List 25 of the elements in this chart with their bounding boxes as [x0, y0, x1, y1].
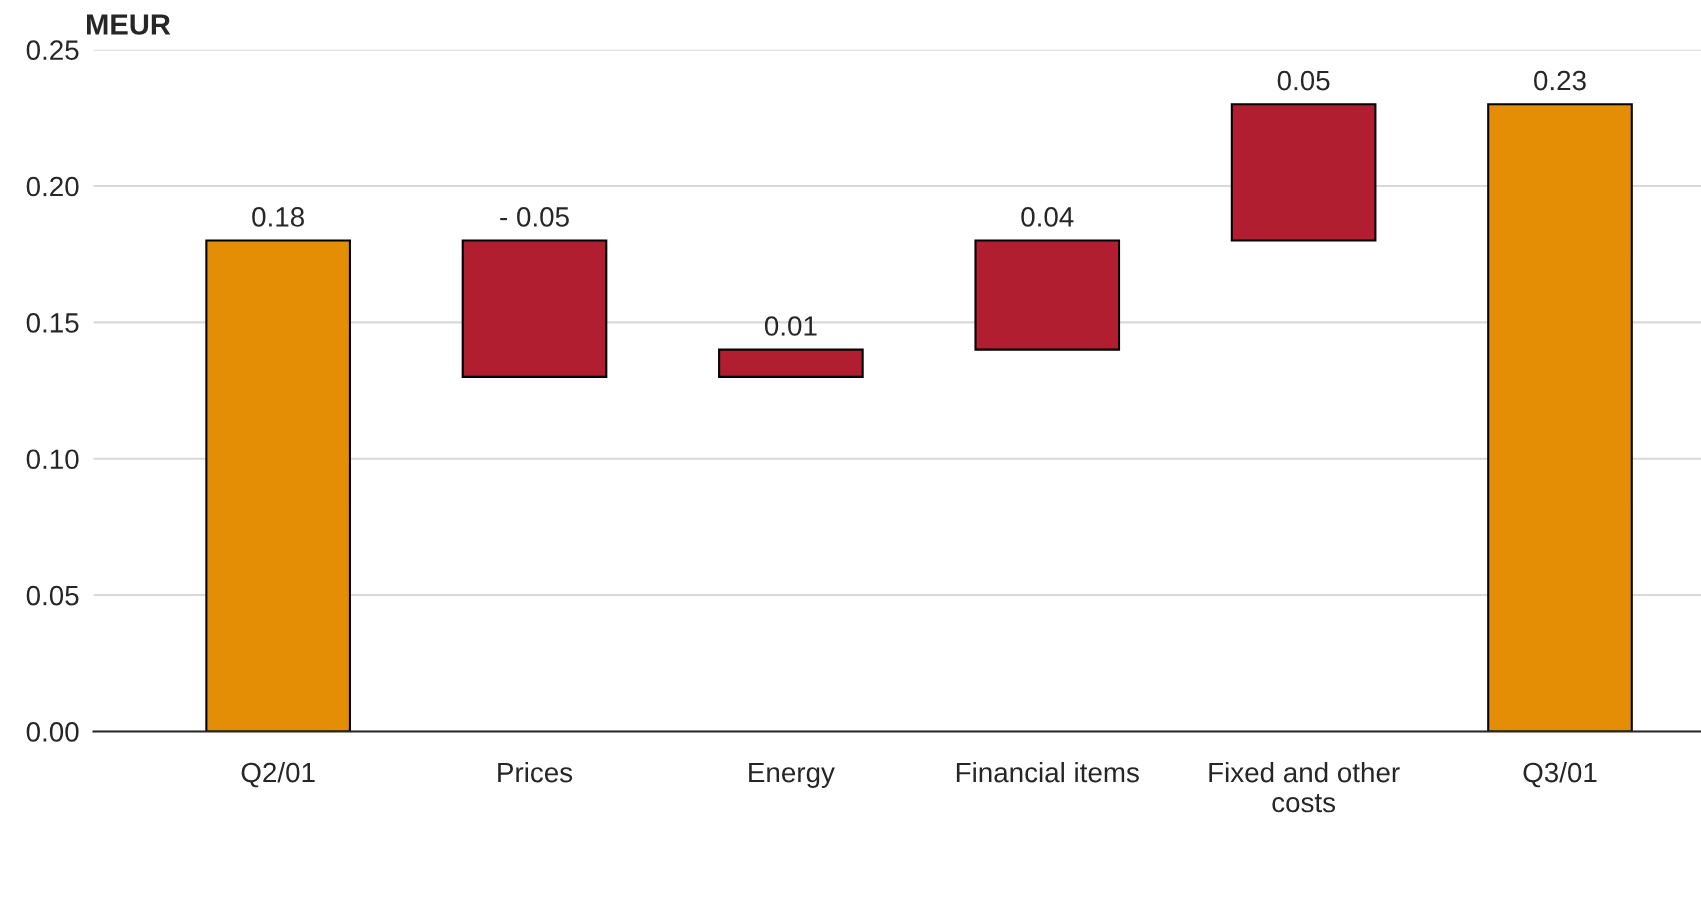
x-tick-label: Q2/01 — [241, 761, 315, 788]
data-label: - 0.05 — [500, 207, 569, 227]
data-label: 0.01 — [764, 316, 817, 336]
x-tick-label: Prices — [498, 761, 573, 783]
x-tick-label: Fixed and other costs — [1209, 761, 1400, 813]
x-tick-label: Energy — [749, 763, 835, 788]
y-tick-label: 0.25 — [26, 40, 79, 60]
y-tick-label: 0.00 — [26, 722, 79, 742]
y-tick-label: 0.20 — [26, 176, 79, 197]
data-label: 0.05 — [1277, 70, 1330, 91]
data-label: 0.04 — [1021, 207, 1074, 227]
y-axis-title: MEUR — [87, 14, 171, 35]
y-tick-label: 0.05 — [26, 585, 79, 606]
x-tick-label: Financial items — [956, 761, 1139, 783]
y-tick-label: 0.15 — [26, 313, 79, 333]
data-label: 0.18 — [252, 207, 304, 227]
bar — [461, 239, 608, 378]
x-tick-label: Q3/01 — [1523, 761, 1597, 788]
bar — [205, 239, 351, 732]
bar — [974, 239, 1121, 351]
bar — [718, 348, 864, 378]
data-label: 0.23 — [1534, 70, 1586, 91]
bar — [1230, 103, 1377, 242]
y-tick-label: 0.10 — [26, 449, 79, 470]
bar — [1487, 103, 1633, 732]
